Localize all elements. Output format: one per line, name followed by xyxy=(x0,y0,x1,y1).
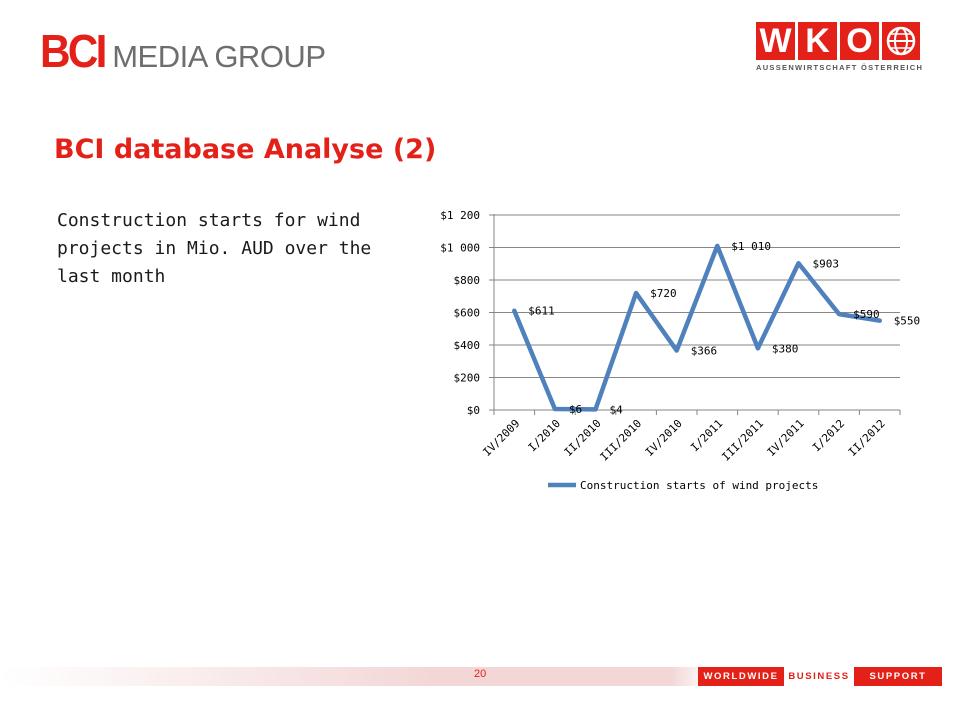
x-tick-label: I/2011 xyxy=(688,417,725,454)
body-text: Construction starts for wind projects in… xyxy=(57,210,372,287)
bci-logo-mark: BCI xyxy=(40,25,107,77)
data-label: $903 xyxy=(813,257,840,270)
data-label: $4 xyxy=(610,403,624,416)
bci-logo-text: MEDIA GROUP xyxy=(112,39,326,74)
y-tick-label: $600 xyxy=(454,307,481,320)
data-label: $720 xyxy=(650,287,677,300)
line-chart: $0$200$400$600$800$1 000$1 200 IV/2009 I/… xyxy=(440,209,920,492)
wko-subtitle: AUSSENWIRTSCHAFT ÖSTERREICH xyxy=(756,63,924,72)
y-tick-label: $0 xyxy=(467,404,480,417)
chart-series xyxy=(512,243,882,412)
x-tick-label: IV/2009 xyxy=(480,417,522,459)
x-tick-label: III/2011 xyxy=(719,417,766,464)
page-title: BCI database Analyse (2) xyxy=(54,134,437,165)
tagline-business: BUSINESS xyxy=(786,667,852,686)
chart-y-tick-labels: $0 $200 $400 $600 $800 $1 000 $1 200 xyxy=(440,209,480,417)
series-line xyxy=(512,243,882,412)
y-tick-label: $200 xyxy=(454,372,481,385)
x-tick-label: II/2012 xyxy=(846,417,888,459)
wko-letter-k: K xyxy=(798,22,837,60)
chart-data-labels: $611 $6 $4 $720 $366 $1 010 $380 $903 $590 $550 xyxy=(528,240,920,416)
wko-logo: W K O AUSSENWIRTSCHAFT ÖSTERREICH xyxy=(756,22,923,72)
data-label: $380 xyxy=(772,342,799,355)
data-label: $550 xyxy=(894,315,921,328)
globe-icon xyxy=(882,22,920,60)
y-tick-label: $1 000 xyxy=(440,242,480,255)
data-label: $6 xyxy=(569,403,582,416)
y-tick-label: $1 200 xyxy=(440,209,480,222)
worldwide-business-support-logo: WORLDWIDE BUSINESS SUPPORT xyxy=(698,667,942,686)
data-label: $590 xyxy=(853,308,880,321)
bci-media-group-logo: BCI MEDIA GROUP xyxy=(40,28,326,74)
chart-gridlines xyxy=(489,214,900,411)
chart-legend: Construction starts of wind projects xyxy=(548,479,818,492)
x-tick-label: IV/2010 xyxy=(643,417,685,459)
chart-x-tick-marks xyxy=(493,410,901,415)
legend-label: Construction starts of wind projects xyxy=(580,479,818,492)
tagline-support: SUPPORT xyxy=(854,667,942,686)
x-tick-label: II/2010 xyxy=(562,417,604,459)
page-number: 20 xyxy=(474,668,487,680)
x-tick-label: IV/2011 xyxy=(765,417,807,459)
data-label: $1 010 xyxy=(731,240,771,253)
data-label: $366 xyxy=(691,345,718,358)
x-tick-label: I/2010 xyxy=(526,417,563,454)
y-tick-label: $400 xyxy=(454,339,481,352)
wko-letter-w: W xyxy=(756,22,795,60)
tagline-worldwide: WORLDWIDE xyxy=(698,667,784,686)
y-tick-label: $800 xyxy=(454,274,481,287)
wko-letter-o: O xyxy=(840,22,879,60)
x-tick-label: III/2010 xyxy=(598,417,645,464)
data-label: $611 xyxy=(528,305,555,318)
x-tick-label: I/2012 xyxy=(810,417,847,454)
